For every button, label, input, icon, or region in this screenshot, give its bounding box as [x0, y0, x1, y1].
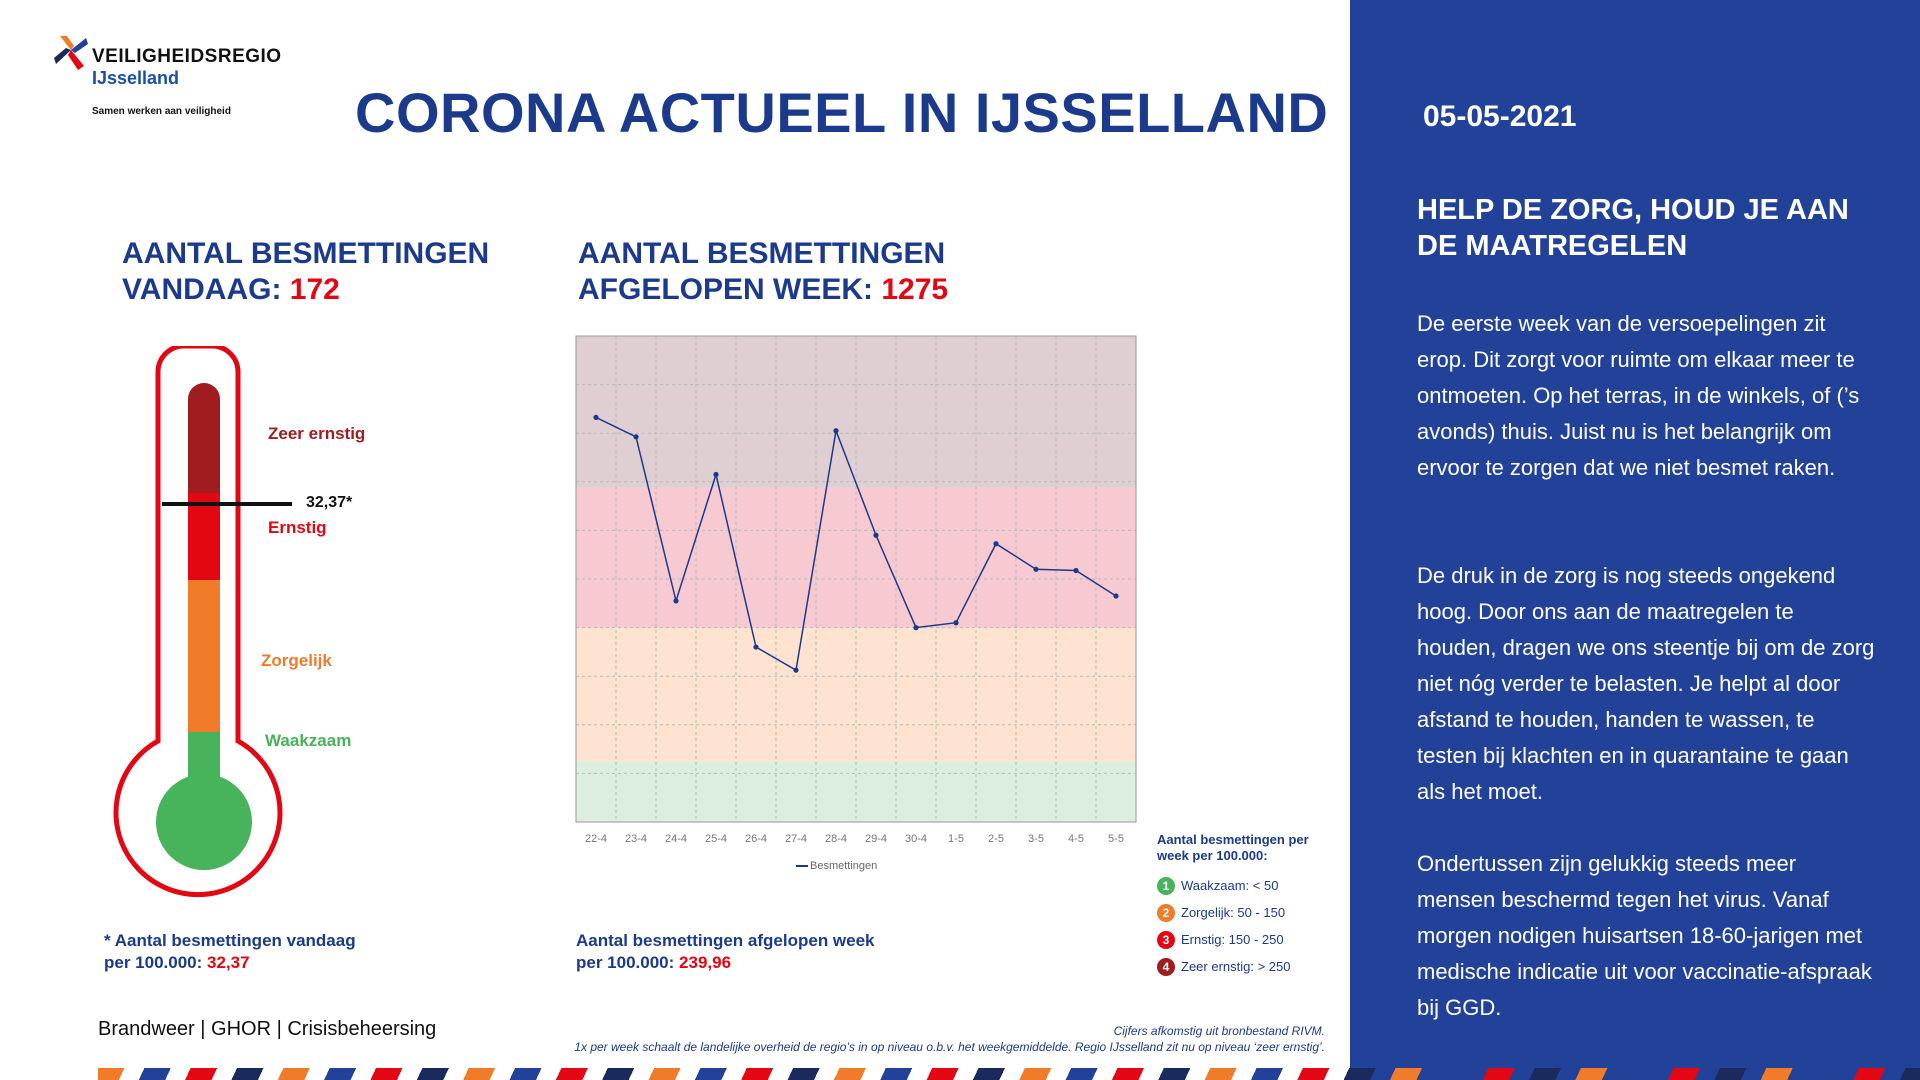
level-label: Waakzaam: < 50 [1181, 878, 1279, 893]
chart-x-tick-label: 2-5 [988, 833, 1004, 845]
today-per100k: 32,37 [207, 953, 250, 972]
chart-data-point [993, 541, 999, 547]
thermometer-bulb [156, 774, 252, 870]
chart-x-tick-label: 27-4 [785, 833, 807, 845]
week-heading-line1: AANTAL BESMETTINGEN [578, 237, 946, 270]
week-footnote-label: per 100.000: [576, 953, 675, 972]
week-heading-label: AFGELOPEN WEEK: [578, 273, 874, 306]
chart-data-point [753, 644, 759, 650]
today-heading-label: VANDAAG: [122, 273, 282, 306]
chart-series-line [595, 416, 1117, 672]
chart-data-point [953, 620, 959, 626]
footer-organisations: Brandweer | GHOR | Crisisbeheersing [98, 1018, 437, 1040]
logo-region: IJsselland [92, 68, 180, 88]
levels-title-line2: week per 100.000: [1157, 848, 1268, 863]
levels-legend: Aantal besmettingen per week per 100.000… [1157, 832, 1337, 980]
sidebar: 05-05-2021 HELP DE ZORG, HOUD JE AAN DE … [1350, 0, 1920, 1080]
chart-band-3 [576, 336, 1136, 488]
chart-x-tick-label: 5-5 [1108, 833, 1124, 845]
today-footnote: * Aantal besmettingen vandaag per 100.00… [104, 930, 356, 974]
chart-data-point [1033, 566, 1039, 572]
sidebar-heading: HELP DE ZORG, HOUD JE AAN DE MAATREGELEN [1417, 194, 1849, 262]
thermometer [113, 346, 292, 898]
chart-x-tick-label: 29-4 [865, 833, 887, 845]
scale-label-zeer-ernstig: Zeer ernstig [268, 424, 366, 443]
today-footnote-line2: per 100.000: 32,37 [104, 952, 356, 974]
chart-plot-border [575, 335, 1137, 823]
sidebar-paragraph-3: Ondertussen zijn gelukkig steeds meer me… [1417, 851, 1872, 1020]
week-footnote-line2: per 100.000: 239,96 [576, 952, 875, 974]
week-count: 1275 [881, 273, 949, 306]
chart-x-tick-label: 24-4 [665, 833, 687, 845]
level-item: 1 Waakzaam: < 50 [1157, 872, 1337, 899]
logo-star-icon [54, 36, 88, 70]
page-title: CORONA ACTUEEL IN IJSSELLAND [355, 81, 1329, 144]
chart-x-tick-label: 4-5 [1068, 833, 1084, 845]
chart-data-point [633, 434, 639, 440]
decorative-stripe [98, 1068, 1920, 1080]
chart-x-tick-label: 25-4 [705, 833, 727, 845]
logo-name: VEILIGHEIDSREGIO [92, 46, 282, 67]
chart-data-point [1073, 567, 1079, 574]
sidebar-paragraph-1: De eerste week van de versoepelingen zit… [1417, 311, 1860, 480]
today-count: 172 [289, 273, 340, 306]
thermometer-segment-zeer-ernstig-base [188, 436, 220, 493]
week-heading: AANTAL BESMETTINGEN AFGELOPEN WEEK: 1275 [578, 236, 948, 308]
scale-label-waakzaam: Waakzaam [265, 731, 352, 750]
chart-data-point [793, 667, 799, 673]
today-footnote-line1: * Aantal besmettingen vandaag [104, 931, 356, 950]
thermometer-marker-value: 32,37* [306, 494, 353, 511]
weekly-chart-svg: 22-4 23-4 24-4 25-4 26-4 27-4 28-4 29-4 30-4 1-5 2… [575, 335, 1137, 845]
today-heading: AANTAL BESMETTINGEN VANDAAG: 172 [122, 236, 489, 308]
level-number-badge: 1 [1157, 876, 1175, 895]
chart-x-tick-label: 23-4 [625, 833, 647, 845]
today-footnote-label: per 100.000: [104, 953, 203, 972]
levels-title-line1: Aantal besmettingen per [1157, 832, 1309, 847]
week-footnote-line1: Aantal besmettingen afgelopen week [576, 931, 875, 950]
level-item: 4 Zeer ernstig: > 250 [1157, 953, 1337, 980]
chart-x-tick-label: 28-4 [825, 833, 847, 845]
weekly-chart: 22-4 23-4 24-4 25-4 26-4 27-4 28-4 29-4 30-4 1-5 2… [575, 335, 1137, 876]
chart-data-point [673, 598, 679, 604]
footer-source-line2: 1x per week schaalt de landelijke overhe… [574, 1040, 1325, 1054]
scale-label-zorgelijk: Zorgelijk [261, 651, 332, 670]
logo-tagline: Samen werken aan veiligheid [92, 106, 231, 117]
scale-label-ernstig: Ernstig [268, 518, 327, 537]
sidebar-paragraph-2: De druk in de zorg is nog steeds ongeken… [1417, 563, 1875, 804]
legend-series-marker [796, 865, 808, 868]
level-label: Zeer ernstig: > 250 [1181, 959, 1291, 974]
level-label: Ernstig: 150 - 250 [1181, 932, 1284, 947]
chart-band-1 [576, 627, 1136, 762]
chart-data-point [593, 414, 599, 421]
chart-data-point [1113, 593, 1119, 599]
week-per100k: 239,96 [679, 953, 732, 972]
today-heading-line2: VANDAAG: 172 [122, 272, 489, 308]
footer-source-note: Cijfers afkomstig uit bronbestand RIVM. … [574, 1023, 1325, 1055]
chart-x-tick-label: 22-4 [585, 833, 607, 845]
level-number-badge: 4 [1157, 957, 1175, 976]
chart-data-point [713, 471, 719, 478]
levels-title: Aantal besmettingen per week per 100.000… [1157, 832, 1337, 864]
chart-x-tick-label: 1-5 [948, 833, 964, 845]
sidebar-date: 05-05-2021 [1423, 100, 1577, 133]
chart-x-tick-label: 26-4 [745, 833, 767, 845]
chart-legend: Besmettingen [796, 860, 877, 872]
chart-data-point [913, 625, 919, 631]
chart-data-point [873, 532, 879, 538]
chart-data-point [833, 428, 839, 434]
week-footnote: Aantal besmettingen afgelopen week per 1… [576, 930, 875, 974]
legend-series-label: Besmettingen [810, 860, 878, 872]
level-item: 2 Zorgelijk: 50 - 150 [1157, 899, 1337, 926]
level-label: Zorgelijk: 50 - 150 [1181, 905, 1286, 920]
footer-source-line1: Cijfers afkomstig uit bronbestand RIVM. [1113, 1024, 1325, 1038]
chart-x-tick-label: 30-4 [905, 833, 927, 845]
week-heading-line2: AFGELOPEN WEEK: 1275 [578, 272, 948, 308]
level-number-badge: 3 [1157, 930, 1175, 949]
today-heading-line1: AANTAL BESMETTINGEN [122, 237, 490, 270]
thermometer-segment-zorgelijk [188, 580, 220, 732]
logo: VEILIGHEIDSREGIO IJsselland Samen werken… [54, 36, 314, 126]
level-item: 3 Ernstig: 150 - 250 [1157, 926, 1337, 953]
level-number-badge: 2 [1157, 903, 1175, 922]
chart-x-tick-label: 3-5 [1028, 833, 1044, 845]
